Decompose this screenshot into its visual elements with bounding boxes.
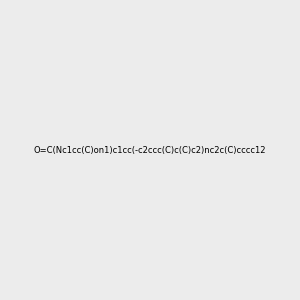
Text: O=C(Nc1cc(C)on1)c1cc(-c2ccc(C)c(C)c2)nc2c(C)cccc12: O=C(Nc1cc(C)on1)c1cc(-c2ccc(C)c(C)c2)nc2… <box>34 146 266 154</box>
